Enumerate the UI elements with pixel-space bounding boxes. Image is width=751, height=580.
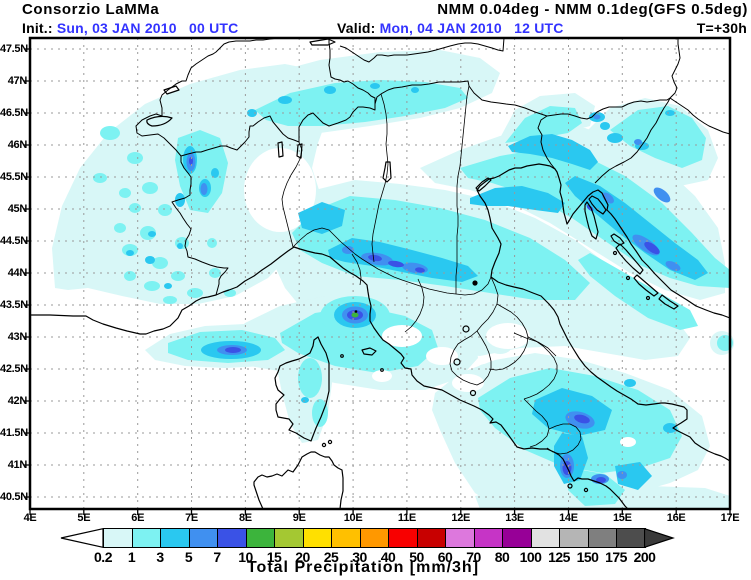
y-axis-label: 45N: [7, 203, 28, 215]
legend-tick-label: 30: [352, 549, 367, 565]
legend-tick-label: 70: [466, 549, 481, 565]
legend-tick-label: 150: [576, 549, 599, 565]
legend-tick-label: 125: [548, 549, 570, 565]
x-axis-label: 5E: [77, 512, 91, 524]
y-axis-label: 42N: [7, 395, 28, 407]
legend-tick-label: 200: [633, 549, 656, 565]
legend-cell: [359, 528, 389, 548]
y-axis-label: 44.5N: [0, 235, 28, 247]
legend-tick-label: 5: [184, 549, 193, 565]
model-title: NMM 0.04deg - NMM 0.1deg(GFS 0.5deg): [437, 1, 748, 18]
legend-tick-label: 175: [605, 549, 627, 565]
y-axis-label: 43.5N: [0, 299, 28, 311]
y-axis-label: 46.5N: [0, 107, 28, 119]
legend-cell: [217, 528, 247, 548]
border-layer: [135, 37, 731, 296]
legend-cell: [530, 528, 560, 548]
x-axis-label: 4E: [23, 512, 37, 524]
legend-cell: [274, 528, 304, 548]
x-axis-label: 15E: [612, 512, 632, 524]
legend-cell: [103, 528, 133, 548]
legend-tick-label: 50: [409, 549, 424, 565]
legend-tick-label: 40: [380, 549, 396, 565]
legend-cell: [302, 528, 332, 548]
y-axis-label: 46N: [7, 139, 28, 151]
x-axis-label: 7E: [185, 512, 198, 524]
coastline-layer: [29, 38, 731, 510]
x-axis-label: 16E: [666, 512, 686, 524]
x-axis-label: 6E: [131, 512, 145, 524]
init-value: Sun, 03 JAN 2010 00 UTC: [56, 20, 239, 36]
x-axis-label: 8E: [238, 512, 252, 524]
legend-cell: [616, 528, 646, 548]
init-time: Init.: Sun, 03 JAN 2010 00 UTC: [22, 20, 238, 36]
lead-time: T=+30h: [696, 20, 747, 36]
valid-time: Valid: Mon, 04 JAN 2010 12 UTC: [337, 20, 564, 36]
legend-cell: [587, 528, 617, 548]
valid-value: Mon, 04 JAN 2010 12 UTC: [379, 20, 564, 36]
legend-cell: [559, 528, 589, 548]
legend-tick-label: 3: [156, 549, 164, 565]
x-axis-label: 13E: [505, 512, 524, 524]
legend-tick-label: 25: [323, 549, 339, 565]
x-axis-label: 11E: [397, 512, 416, 524]
region-border-layer: [281, 85, 582, 455]
legend-tick-label: 1: [127, 549, 136, 565]
y-axis-label: 43N: [7, 331, 28, 343]
legend-title: Total Precipitation [mm/3h]: [246, 559, 480, 576]
legend-cell: [160, 528, 190, 548]
right-arrow-shape: [644, 528, 675, 548]
legend-tick-label: 0.2: [94, 549, 112, 565]
brand-title: Consorzio LaMMa: [22, 1, 160, 18]
grid-layer: [30, 38, 730, 509]
legend-cell: [445, 528, 475, 548]
y-axis-label: 45.5N: [0, 171, 28, 183]
legend-tick-label: 100: [519, 549, 542, 565]
legend-tick-label: 20: [295, 549, 310, 565]
legend-left-arrow: [60, 528, 104, 548]
legend-cell: [331, 528, 361, 548]
valid-label: Valid:: [337, 20, 380, 36]
legend-tick-label: 10: [238, 549, 253, 565]
precipitation-layer: [52, 50, 734, 509]
y-axis-label: 40.5N: [0, 491, 28, 503]
legend-tick-label: 15: [266, 549, 282, 565]
legend-tick-label: 80: [494, 549, 510, 565]
map-frame: [24, 36, 732, 515]
legend-cell: [245, 528, 275, 548]
y-axis-label: 41N: [7, 459, 28, 471]
y-axis-label: 41.5N: [0, 427, 28, 439]
legend-cell: [502, 528, 532, 548]
legend-right-arrow: [644, 528, 675, 548]
legend-cell: [131, 528, 161, 548]
x-axis-label: 14E: [559, 512, 578, 524]
legend-cell: [388, 528, 418, 548]
y-axis-label: 47N: [7, 75, 28, 87]
y-axis-label: 44N: [7, 267, 28, 279]
map-canvas: [24, 36, 734, 515]
x-axis-label: 9E: [292, 512, 306, 524]
y-axis-label: 42.5N: [0, 363, 28, 375]
legend-cell: [188, 528, 218, 548]
legend-cell: [416, 528, 446, 548]
legend-tick-label: 7: [213, 549, 221, 565]
x-axis-label: 10E: [343, 512, 363, 524]
legend-tick-label: 60: [437, 549, 453, 565]
x-axis-label: 17E: [720, 512, 740, 524]
y-axis-label: 47.5N: [0, 43, 28, 55]
left-arrow-shape: [60, 528, 104, 548]
x-axis-label: 12E: [451, 512, 471, 524]
legend-cell: [473, 528, 503, 548]
init-label: Init.:: [22, 20, 57, 36]
